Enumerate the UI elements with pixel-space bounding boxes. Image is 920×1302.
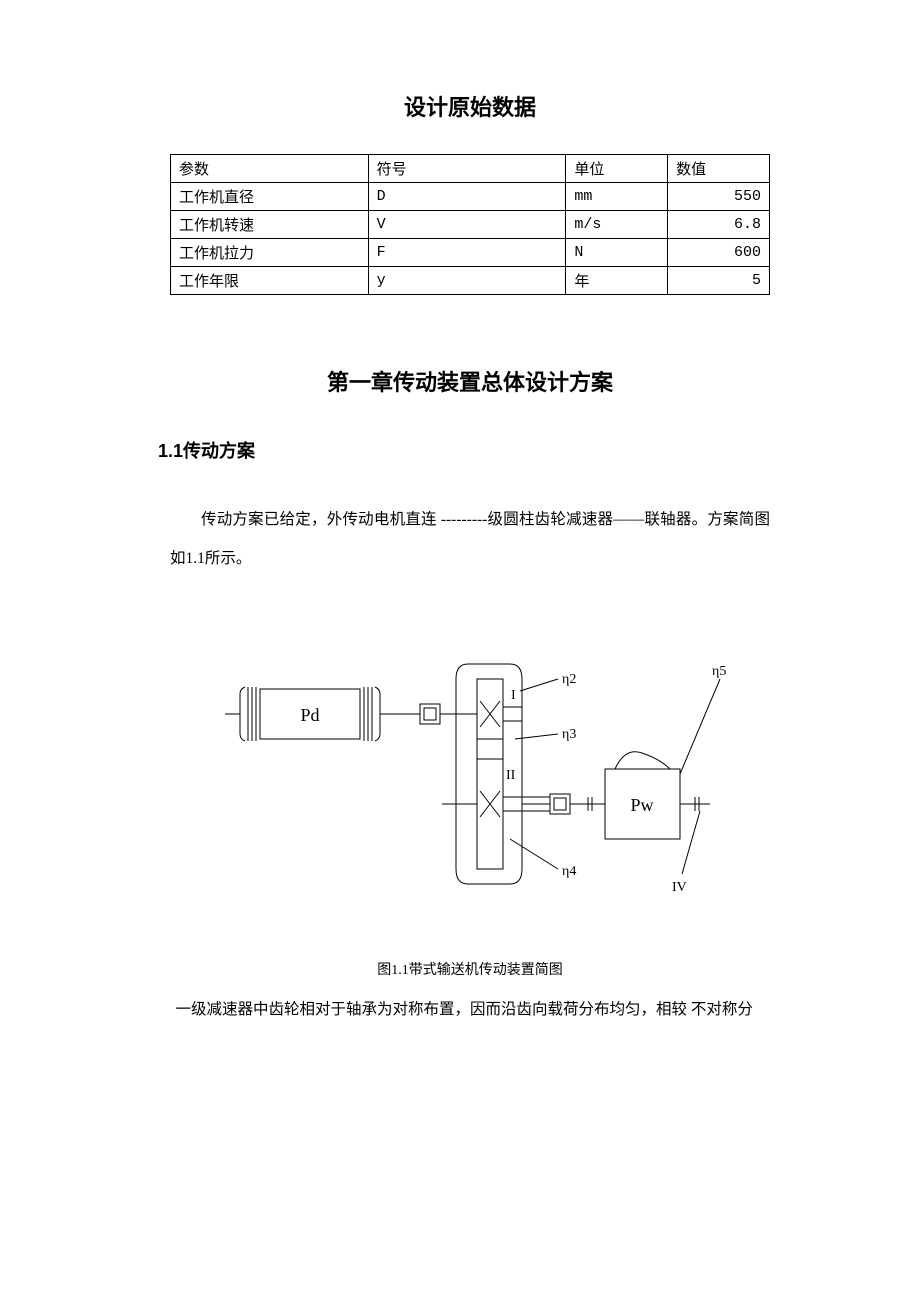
td-symbol: V	[368, 211, 566, 239]
gear-pair	[477, 679, 503, 869]
label-pw: Pw	[630, 795, 653, 815]
table-row: 工作机拉力 F N 600	[171, 239, 770, 267]
table-row: 工作机转速 V m/s 6.8	[171, 211, 770, 239]
td-unit: mm	[566, 183, 668, 211]
coupling-2	[550, 794, 570, 814]
td-symbol: D	[368, 183, 566, 211]
td-symbol: y	[368, 267, 566, 295]
figure-1-1: Pd I II	[170, 639, 770, 919]
td-symbol: F	[368, 239, 566, 267]
design-data-table: 参数 符号 单位 数值 工作机直径 D mm 550 工作机转速 V m/s 6…	[170, 154, 770, 295]
label-eta2: η2	[562, 672, 576, 687]
section-title: 1.1传动方案	[158, 437, 770, 463]
motor-flange-right	[375, 687, 380, 741]
coupling-1	[420, 704, 440, 724]
td-param: 工作机转速	[171, 211, 369, 239]
table-header-row: 参数 符号 单位 数值	[171, 155, 770, 183]
td-unit: N	[566, 239, 668, 267]
chapter-title: 第一章传动装置总体设计方案	[170, 365, 770, 397]
td-value: 6.8	[668, 211, 770, 239]
paragraph-1: 传动方案已给定，外传动电机直连 ---------级圆柱齿轮减速器——联轴器。方…	[170, 501, 770, 579]
label-ii: II	[506, 768, 516, 783]
figure-caption: 图1.1带式输送机传动装置简图	[170, 959, 770, 979]
transmission-diagram: Pd I II	[210, 639, 730, 919]
table-row: 工作机直径 D mm 550	[171, 183, 770, 211]
td-param: 工作机直径	[171, 183, 369, 211]
label-iv: IV	[672, 880, 687, 895]
paragraph-2: 一级减速器中齿轮相对于轴承为对称布置，因而沿齿向载荷分布均匀，相较 不对称分	[160, 994, 770, 1025]
label-eta3: η3	[562, 727, 576, 742]
td-unit: m/s	[566, 211, 668, 239]
th-symbol: 符号	[368, 155, 566, 183]
th-param: 参数	[171, 155, 369, 183]
td-param: 工作机拉力	[171, 239, 369, 267]
label-eta4: η4	[562, 864, 576, 879]
label-i: I	[511, 688, 516, 703]
label-pd: Pd	[300, 705, 319, 725]
table-row: 工作年限 y 年 5	[171, 267, 770, 295]
td-value: 600	[668, 239, 770, 267]
td-value: 5	[668, 267, 770, 295]
load-belt	[615, 751, 670, 768]
td-value: 550	[668, 183, 770, 211]
td-param: 工作年限	[171, 267, 369, 295]
motor-flange-left	[240, 687, 245, 741]
label-eta5: η5	[712, 664, 726, 679]
th-value: 数值	[668, 155, 770, 183]
title-main: 设计原始数据	[170, 90, 770, 122]
th-unit: 单位	[566, 155, 668, 183]
td-unit: 年	[566, 267, 668, 295]
